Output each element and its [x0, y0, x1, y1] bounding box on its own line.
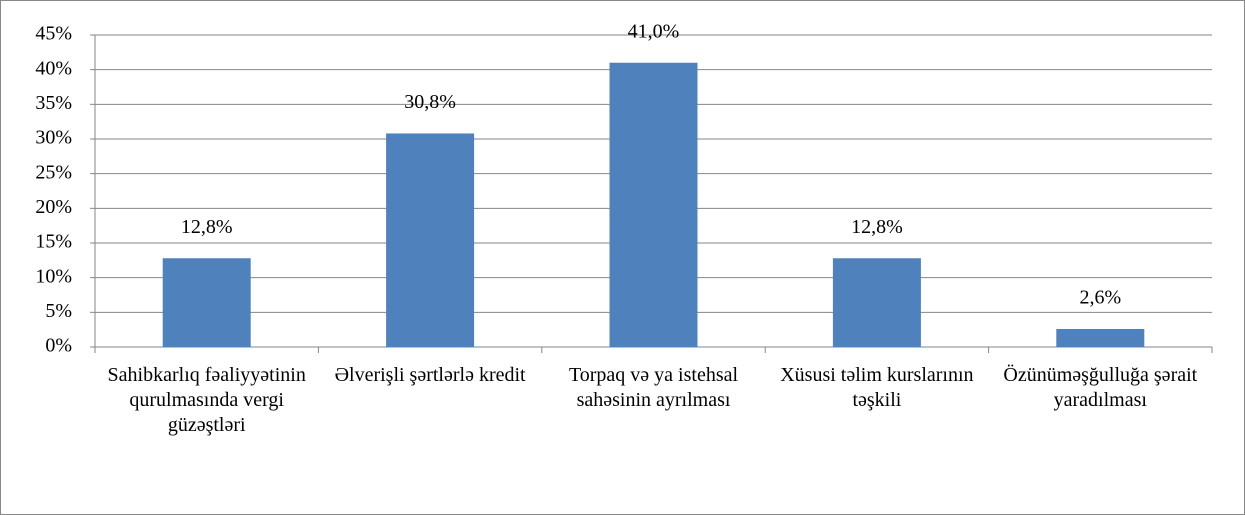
y-tick-label: 10%	[35, 265, 72, 287]
y-tick-label: 40%	[35, 57, 72, 79]
data-label: 12,8%	[851, 216, 903, 238]
data-label: 12,8%	[181, 216, 233, 238]
x-tick-label: Xüsusi təlim kurslarının təşkili	[780, 364, 974, 411]
y-tick-label: 5%	[45, 300, 72, 322]
x-tick-label: Torpaq və ya istehsal sahəsinin ayrılmas…	[568, 364, 739, 411]
bar	[1056, 328, 1145, 347]
y-tick-label: 25%	[35, 161, 72, 183]
x-tick-label: Sahibkarlıq fəaliyyətinin qurulmasında v…	[107, 364, 306, 436]
data-label: 41,0%	[628, 20, 680, 42]
data-label: 2,6%	[1079, 287, 1121, 309]
x-tick-label: Əlverişli şərtlərlə kredit	[334, 364, 526, 386]
y-tick-label: 35%	[35, 92, 72, 114]
x-tick-label: Özünüməşğulluğa şərait yaradılması	[1003, 364, 1198, 411]
data-label: 30,8%	[404, 91, 456, 113]
bar	[609, 62, 698, 347]
y-tick-label: 0%	[45, 335, 72, 357]
bar	[832, 258, 921, 347]
bar	[162, 258, 251, 347]
y-tick-label: 45%	[35, 23, 72, 45]
y-tick-label: 20%	[35, 196, 72, 218]
y-tick-label: 30%	[35, 127, 72, 149]
bar	[386, 133, 475, 347]
y-tick-label: 15%	[35, 231, 72, 253]
